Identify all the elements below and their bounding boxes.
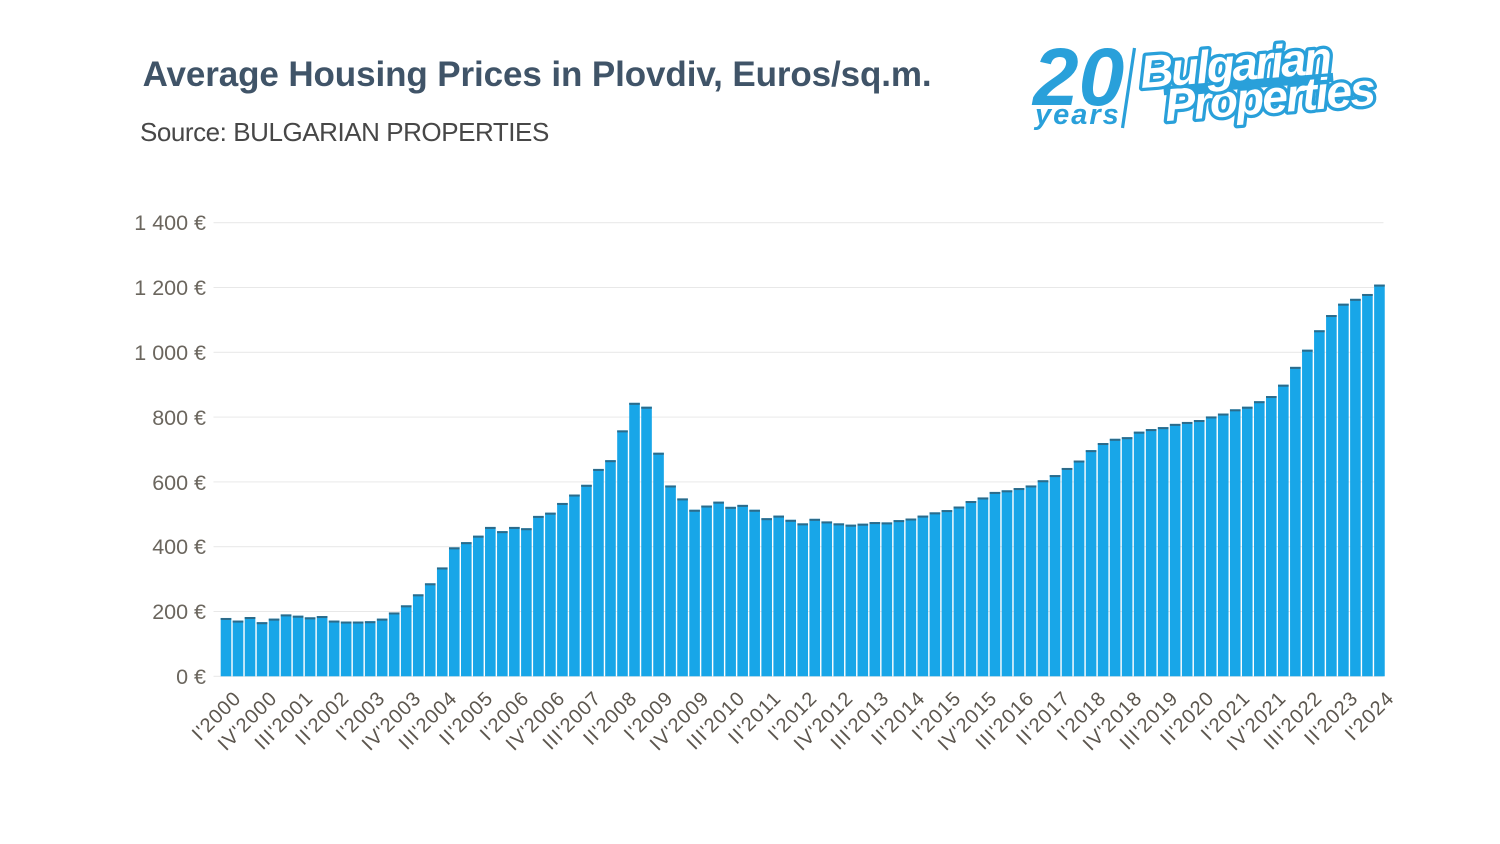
svg-text:years: years	[1033, 99, 1121, 131]
svg-text:20: 20	[1031, 32, 1124, 123]
